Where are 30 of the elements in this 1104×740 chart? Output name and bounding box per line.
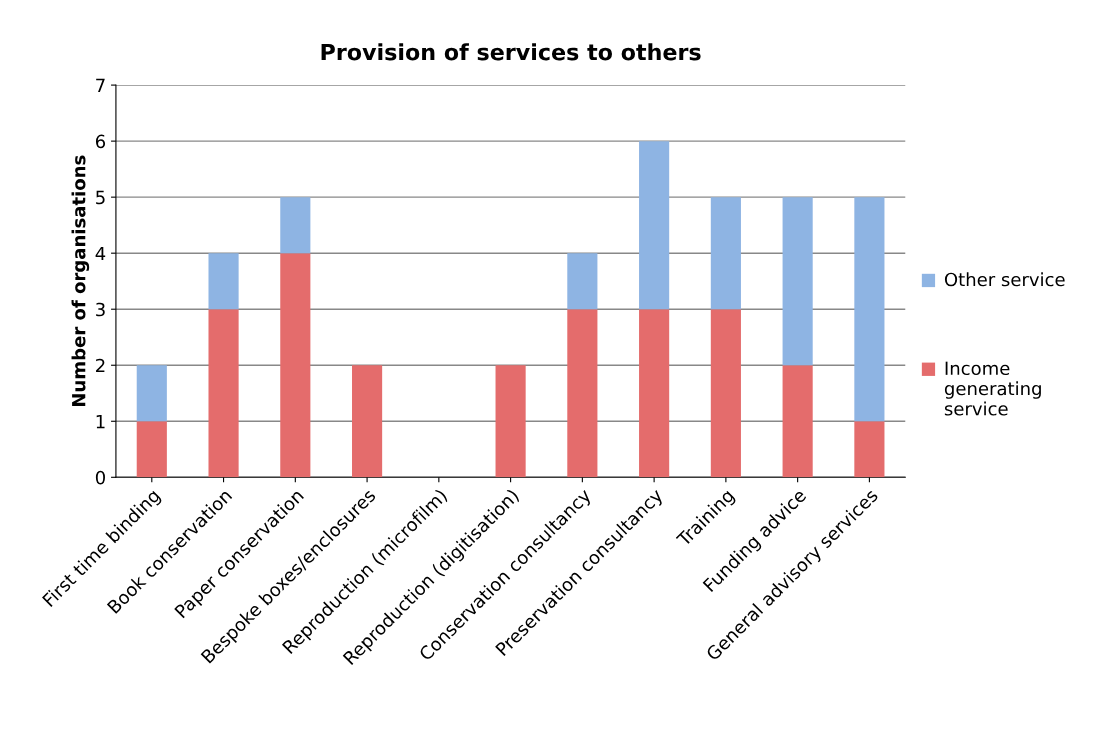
y-tick-label: 7 bbox=[96, 78, 105, 92]
bar bbox=[639, 309, 670, 478]
bar bbox=[208, 253, 239, 310]
bar bbox=[208, 309, 239, 478]
bar bbox=[639, 141, 670, 310]
y-tick-label: 5 bbox=[96, 190, 105, 205]
y-tick-label: 0 bbox=[95, 470, 105, 485]
y-tick-label: 2 bbox=[96, 358, 105, 373]
bar bbox=[854, 421, 885, 478]
bar bbox=[710, 309, 741, 478]
bar bbox=[280, 197, 311, 254]
y-tick-label: 3 bbox=[96, 302, 105, 317]
bar bbox=[136, 365, 167, 422]
bar bbox=[280, 253, 311, 478]
bar bbox=[352, 365, 383, 478]
legend-label: Income generating service bbox=[944, 361, 1041, 416]
bar bbox=[854, 197, 885, 422]
bar bbox=[782, 365, 813, 478]
bar bbox=[567, 309, 598, 478]
bar bbox=[782, 197, 813, 366]
y-axis-title: Number of organisations bbox=[71, 155, 90, 406]
y-tick-label: 4 bbox=[95, 246, 106, 261]
chart-title: Provision of services to others bbox=[321, 43, 701, 61]
y-tick-label: 1 bbox=[96, 414, 105, 429]
legend-label: Other service bbox=[944, 272, 1065, 287]
bar bbox=[567, 253, 598, 310]
bar bbox=[710, 197, 741, 310]
y-tick-label: 6 bbox=[95, 134, 106, 149]
bar bbox=[495, 365, 526, 478]
bar bbox=[136, 421, 167, 478]
